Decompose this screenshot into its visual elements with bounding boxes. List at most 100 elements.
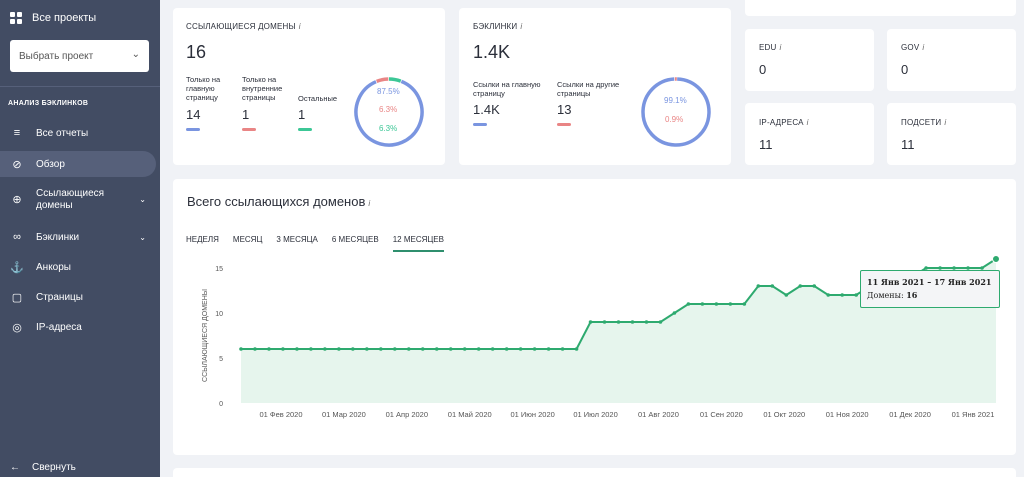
data-point <box>602 320 607 324</box>
gov-value: 0 <box>901 62 909 77</box>
info-icon[interactable]: i <box>779 43 782 52</box>
y-tick-label: 15 <box>215 266 223 273</box>
arrow-left-icon: ← <box>10 462 20 473</box>
x-tick-label: 01 Авг 2020 <box>638 410 679 419</box>
x-tick-label: 01 Июн 2020 <box>510 410 554 419</box>
project-select-placeholder: Выбрать проект <box>19 50 94 62</box>
data-point <box>672 311 677 315</box>
sidebar-item-label: Ссылающиеся домены <box>36 188 105 211</box>
data-point <box>798 284 803 288</box>
sidebar-item-label: Страницы <box>36 291 83 303</box>
tab-month[interactable]: МЕСЯЦ <box>232 235 263 244</box>
all-projects-link[interactable]: Все проекты <box>10 12 96 24</box>
data-point <box>728 302 733 306</box>
info-icon[interactable]: i <box>520 22 523 31</box>
data-point <box>952 266 956 270</box>
backlinks-total: 1.4K <box>473 42 511 62</box>
sidebar-item-overview[interactable]: ⊘ Обзор <box>0 151 156 177</box>
chevron-down-icon: ⌄ <box>139 232 146 242</box>
stat-color-bar <box>242 128 256 131</box>
sidebar-item-all-reports[interactable]: ≡ Все отчеты <box>0 120 156 146</box>
data-point <box>700 302 705 306</box>
project-select[interactable]: Выбрать проект ⌄ <box>10 40 149 72</box>
data-point <box>462 347 467 351</box>
data-point <box>560 347 565 351</box>
partial-card-bottom <box>173 468 1016 477</box>
data-point <box>714 302 719 306</box>
target-icon: ◎ <box>12 321 22 334</box>
card-title: EDU i <box>759 43 782 52</box>
sidebar-item-label: Бэклинки <box>36 231 80 243</box>
data-point <box>379 347 383 351</box>
tooltip-value: 16 <box>906 290 918 300</box>
data-point <box>281 347 285 351</box>
grid-icon <box>10 12 22 24</box>
data-point <box>854 293 858 297</box>
info-icon[interactable]: i <box>922 43 925 52</box>
anchor-icon: ⚓ <box>10 261 24 274</box>
data-point <box>686 302 691 306</box>
sidebar-item-pages[interactable]: ▢ Страницы <box>0 284 156 310</box>
data-point <box>323 347 327 351</box>
data-point <box>434 347 439 351</box>
collapse-label: Свернуть <box>32 462 76 473</box>
subnets-card: ПОДСЕТИ i 11 <box>887 103 1016 165</box>
domains-donut-chart <box>354 77 424 147</box>
tab-6-months[interactable]: 6 МЕСЯЦЕВ <box>331 235 379 244</box>
tab-3-months[interactable]: 3 МЕСЯЦА <box>276 235 318 244</box>
data-point <box>784 293 789 297</box>
info-icon[interactable]: i <box>368 199 371 208</box>
stat-label: Ссылки на другие страницы <box>557 80 620 98</box>
stat-value: 14 <box>186 107 201 122</box>
data-point <box>616 320 621 324</box>
card-title: ССЫЛАЮЩИЕСЯ ДОМЕНЫ i <box>186 22 301 31</box>
tooltip-label: Домены: <box>867 291 904 300</box>
percent-main: 99.1% <box>664 96 687 105</box>
data-point <box>420 347 425 351</box>
donut-segment-main <box>354 77 424 147</box>
sidebar-item-anchors[interactable]: ⚓ Анкоры <box>0 254 156 280</box>
data-point <box>518 347 523 351</box>
stat-color-bar <box>473 123 487 126</box>
info-icon[interactable]: i <box>806 118 809 127</box>
sidebar-item-backlinks[interactable]: ∞ Бэклинки ⌄ <box>0 224 156 250</box>
globe-icon: ⊕ <box>12 194 22 206</box>
tab-12-months[interactable]: 12 МЕСЯЦЕВ <box>392 235 444 252</box>
chart-title: Всего ссылающихся доменов i <box>187 194 371 209</box>
link-icon: ∞ <box>13 231 21 243</box>
info-icon[interactable]: i <box>298 22 301 31</box>
data-point <box>476 347 481 351</box>
stat-value: 1 <box>242 107 250 122</box>
partial-card <box>745 0 1016 16</box>
backlinks-card: БЭКЛИНКИ i 1.4K Ссылки на главную страниц… <box>459 8 731 165</box>
sidebar: Все проекты Выбрать проект ⌄ АНАЛИЗ БЭКЛ… <box>0 0 160 477</box>
card-title: IP-АДРЕСА i <box>759 118 809 127</box>
data-point <box>966 266 970 270</box>
sidebar-item-label: Все отчеты <box>36 127 89 139</box>
stat-label: Только на внутренние страницы <box>242 75 283 102</box>
x-tick-label: 01 Июл 2020 <box>573 410 617 419</box>
data-point <box>756 284 761 288</box>
data-point <box>938 266 942 270</box>
percent-other: 6.3% <box>379 124 398 133</box>
collapse-button[interactable]: ← Свернуть <box>10 462 76 473</box>
stat-label: Остальные <box>298 94 338 103</box>
data-point <box>295 347 299 351</box>
info-icon[interactable]: i <box>944 118 947 127</box>
sidebar-item-referring-domains[interactable]: ⊕ Ссылающиеся домены ⌄ <box>0 185 156 215</box>
stat-value: 13 <box>557 102 572 117</box>
y-tick-label: 10 <box>215 311 223 318</box>
x-tick-label: 01 Май 2020 <box>448 410 492 419</box>
stat-label: Ссылки на главную страницу <box>473 80 541 98</box>
tab-week[interactable]: НЕДЕЛЯ <box>186 235 219 244</box>
chevron-down-icon: ⌄ <box>139 195 146 204</box>
data-point <box>490 347 495 351</box>
data-point <box>992 255 1000 263</box>
data-point <box>840 293 845 297</box>
data-point <box>504 347 509 351</box>
card-title: GOV i <box>901 43 925 52</box>
data-point <box>532 347 537 351</box>
sidebar-item-ip[interactable]: ◎ IP-адреса <box>0 314 156 340</box>
y-axis-label: ССЫЛАЮЩИЕСЯ ДОМЕНЫ <box>202 289 209 382</box>
y-tick-label: 5 <box>219 356 223 363</box>
